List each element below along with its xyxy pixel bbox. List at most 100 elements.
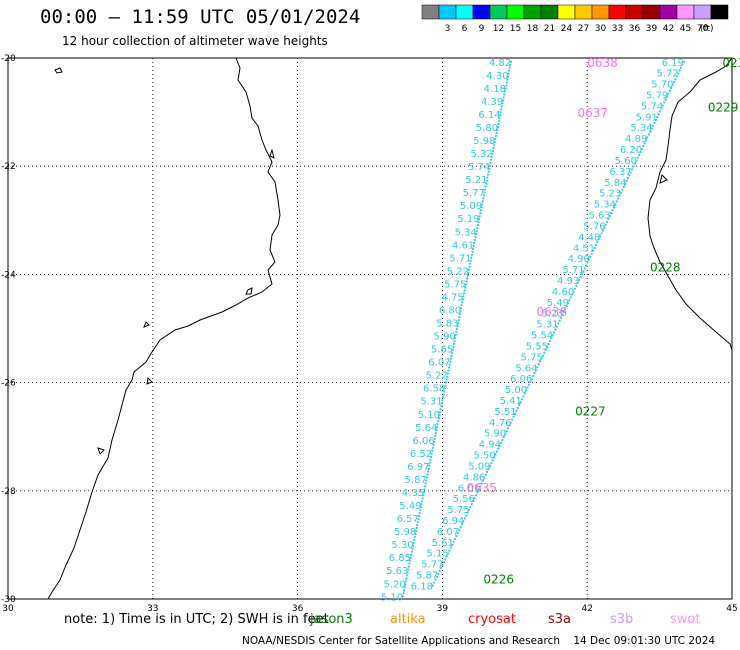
track-dot — [482, 194, 486, 197]
legend-tick-label: 9 — [479, 24, 485, 34]
track-dot — [598, 235, 602, 238]
pass-time-label: 0228 — [650, 260, 681, 274]
track-dot — [551, 334, 554, 337]
track-dot — [651, 124, 655, 127]
legend-tick-label: 27 — [578, 24, 589, 34]
swh-value: 4.93 — [557, 276, 579, 287]
track-dot — [492, 146, 495, 150]
track-dot — [442, 393, 445, 396]
track-dot — [522, 395, 525, 398]
track-dot — [550, 337, 553, 340]
swh-value: 5.63 — [589, 211, 611, 222]
track-dot — [428, 461, 431, 464]
track-dot — [437, 572, 440, 575]
track-dot — [447, 366, 451, 369]
track-dot — [453, 339, 456, 343]
swh-value: 5.71 — [562, 265, 584, 276]
track-dot — [480, 206, 483, 209]
swh-value: 4.18 — [484, 84, 506, 95]
track-dot — [523, 392, 526, 395]
legend-tick-label: 70 — [697, 24, 709, 34]
pass-time-label: 0230 — [722, 56, 740, 70]
track-dot — [516, 406, 519, 410]
track-dot — [491, 149, 495, 152]
track-dot — [431, 449, 434, 452]
track-dot — [408, 559, 412, 562]
track-dot — [544, 348, 547, 351]
track-dot — [410, 553, 413, 556]
track-dot — [490, 158, 493, 161]
track-dot — [554, 328, 557, 331]
track-dot — [575, 284, 578, 287]
track-dot — [473, 497, 476, 500]
swh-value: 5.54 — [531, 331, 553, 342]
track-dot — [449, 546, 452, 549]
pass-time-label: 0227 — [575, 405, 606, 419]
legend-tick-label: 36 — [629, 24, 641, 34]
satellite-label-altika: altika — [390, 612, 426, 627]
swh-value: 5.34 — [594, 200, 616, 211]
track-dot — [640, 147, 644, 151]
track-dot — [658, 110, 662, 113]
swh-value: 4.82 — [489, 58, 511, 69]
swh-value: 5.75 — [521, 352, 543, 363]
swh-value: 5.76 — [583, 221, 605, 232]
track-dot — [437, 419, 440, 423]
swh-value: 5.56 — [453, 494, 475, 505]
track-dot — [402, 592, 405, 595]
track-dot — [509, 421, 512, 424]
track-dot — [647, 133, 650, 136]
track-dot — [465, 514, 468, 517]
track-dot — [582, 270, 585, 273]
swh-value: 4.75 — [441, 292, 463, 303]
track-dot — [480, 482, 483, 485]
track-dot — [488, 465, 492, 468]
track-dot — [435, 428, 438, 432]
track-dot — [465, 277, 469, 280]
coastline-madagascar — [647, 57, 733, 351]
swh-value: 5.71 — [449, 253, 471, 264]
track-dot — [493, 140, 496, 144]
track-dot — [625, 179, 628, 183]
swh-value: 5.23 — [541, 309, 563, 320]
track-dot — [418, 512, 421, 515]
longitude-tick-label: 36 — [292, 604, 304, 614]
track-dot — [564, 307, 567, 311]
track-dot — [508, 69, 511, 72]
swh-value: 5.50 — [473, 451, 495, 462]
track-dot — [463, 289, 466, 292]
track-dot — [467, 508, 471, 511]
track-dot — [434, 434, 437, 438]
track-dot — [643, 142, 646, 145]
track-dot — [677, 72, 680, 75]
track-dot — [498, 117, 501, 120]
track-dot — [610, 211, 613, 215]
track-dot — [490, 462, 493, 465]
track-dot — [483, 476, 486, 479]
graticule: 30 33 36 39 42 45 -20 -22 -24 -26 -28 -30 — [1, 54, 738, 614]
track-dot — [475, 232, 478, 236]
track-dot — [509, 63, 512, 66]
track-dot — [476, 491, 479, 494]
swh-value: 6.06 — [510, 374, 532, 385]
track-dot — [569, 296, 572, 299]
track-dot — [483, 191, 486, 194]
track-dot — [626, 177, 630, 180]
swh-value: 5.32 — [470, 149, 492, 160]
longitude-tick-label: 30 — [2, 604, 14, 614]
track-dot — [476, 224, 480, 227]
track-dot — [490, 155, 493, 158]
track-dot — [530, 377, 533, 381]
track-dot — [437, 417, 440, 420]
track-dot — [413, 535, 416, 539]
track-dot — [501, 102, 504, 105]
track-dot — [600, 232, 603, 235]
swh-value: 5.77 — [421, 560, 443, 571]
track-dot — [434, 578, 437, 581]
longitude-tick-label: 39 — [437, 604, 449, 614]
track-dot — [580, 273, 584, 276]
track-dot — [633, 162, 637, 165]
track-dot — [571, 293, 574, 296]
track-dot — [583, 267, 586, 270]
track-dot — [612, 206, 616, 209]
